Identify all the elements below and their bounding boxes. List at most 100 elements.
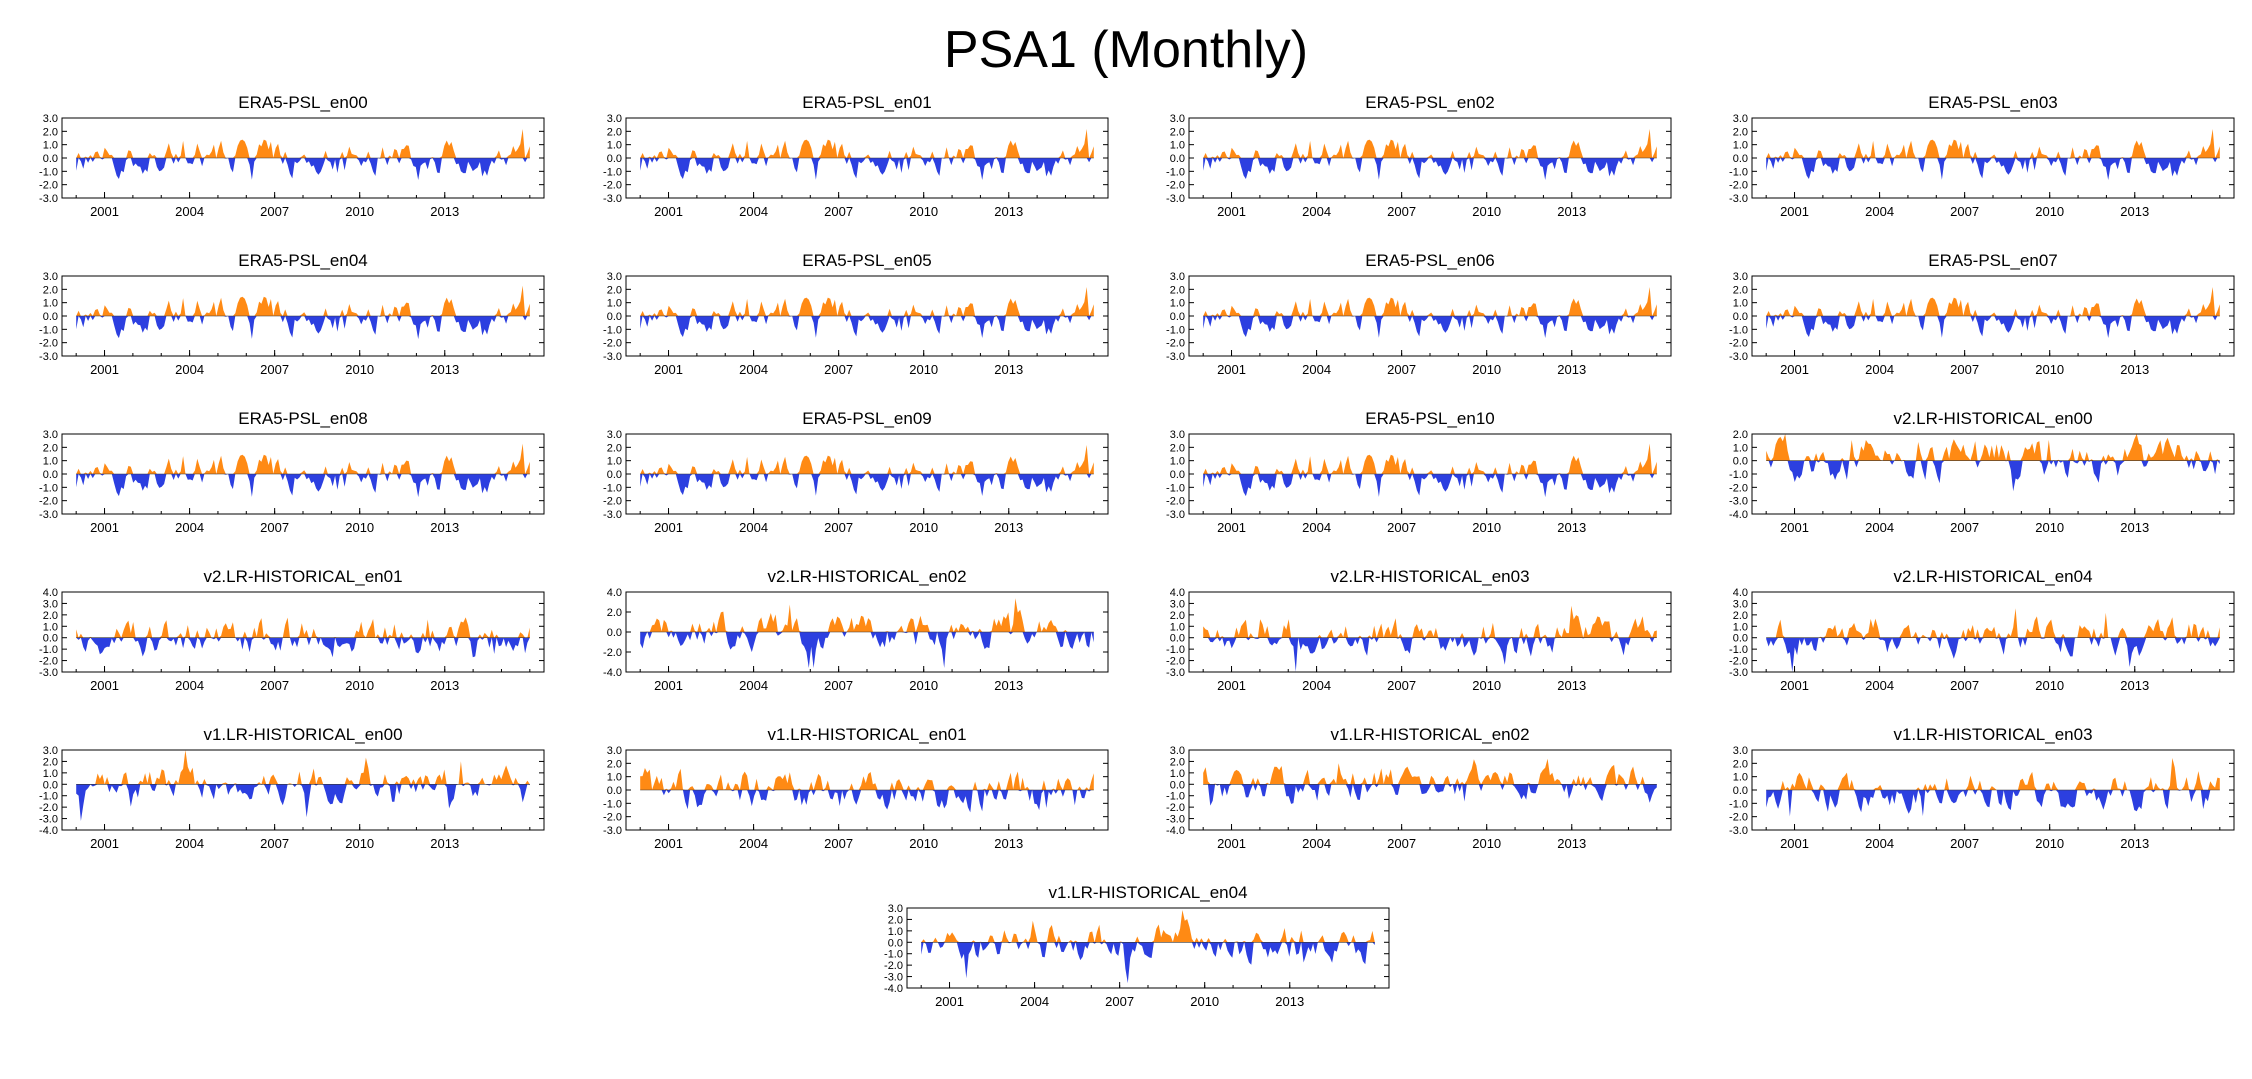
x-tick-label: 2013 — [994, 204, 1023, 219]
negative-area — [640, 158, 1094, 180]
panel-chart: ERA5-PSL_en02 3.02.0 1.00.0-1.0 -2.0-3.0 200… — [1166, 93, 1672, 219]
x-tick-label: 2010 — [2035, 520, 2064, 535]
y-tick-label: 3.0 — [1733, 598, 1748, 610]
panel-title: ERA5-PSL_en07 — [1928, 251, 2057, 270]
y-tick-label: 3.0 — [1170, 113, 1185, 125]
x-tick-label: 2013 — [1557, 362, 1586, 377]
x-tick-label: 2007 — [1387, 362, 1416, 377]
chart-panel: ERA5-PSL_en09 3.0 2.0 1.0 0.0 -1.0 -2.0 -3.0 200… — [576, 404, 1138, 554]
y-tick-label: 1.0 — [1733, 140, 1748, 152]
y-tick-label: 2.0 — [1170, 442, 1185, 454]
y-tick-label: 0.0 — [43, 469, 58, 481]
positive-area — [640, 287, 1094, 316]
chart-panel: ERA5-PSL_en02 3.0 2.0 1.0 0.0 -1.0 -2.0 -3.0 200… — [1139, 88, 1701, 238]
chart-panel: ERA5-PSL_en05 3.0 2.0 1.0 0.0 -1.0 -2.0 -3.0 200… — [576, 246, 1138, 396]
x-tick-label: 2001 — [654, 204, 683, 219]
x-tick-label: 2007 — [824, 836, 853, 851]
y-tick-label: -3.0 — [1729, 193, 1748, 205]
panel-title: ERA5-PSL_en01 — [802, 93, 931, 112]
y-tick-label: 0.0 — [43, 153, 58, 165]
y-tick-label: 1.0 — [1170, 456, 1185, 468]
y-tick-label: -3.0 — [39, 509, 58, 521]
y-tick-label: 1.0 — [888, 926, 903, 938]
y-tick-label: 3.0 — [1170, 271, 1185, 283]
panel-title: v1.LR-HISTORICAL_en02 — [1330, 725, 1529, 744]
x-tick-label: 2004 — [175, 362, 204, 377]
negative-area — [1203, 474, 1657, 498]
y-tick-label: 0.0 — [607, 311, 622, 323]
negative-area — [76, 158, 530, 180]
positive-area — [76, 443, 530, 474]
x-tick-label: 2007 — [824, 204, 853, 219]
y-tick-label: -2.0 — [603, 812, 622, 824]
chart-panel: v1.LR-HISTORICAL_en04 3.0 2.0 1.0 0.0 -1.0 -2.… — [857, 878, 1419, 1028]
x-tick-label: 2010 — [909, 362, 938, 377]
y-tick-label: -2.0 — [39, 802, 58, 814]
panel-chart: v2.LR-HISTORICAL_en01 4.03.02.01.00.0-1.0… — [39, 567, 545, 693]
y-tick-label: -3.0 — [1729, 825, 1748, 837]
panel-title: ERA5-PSL_en05 — [802, 251, 931, 270]
y-tick-label: 0.0 — [1733, 633, 1748, 645]
y-tick-label: -1.0 — [1166, 482, 1185, 494]
y-tick-label: 3.0 — [1733, 745, 1748, 757]
y-tick-label: -3.0 — [39, 667, 58, 679]
chart-panel: v2.LR-HISTORICAL_en00 2.0 1.0 0.0 -1.0 -2.0 -3… — [1702, 404, 2252, 554]
positive-area — [76, 750, 530, 785]
y-tick-label: -2.0 — [603, 338, 622, 350]
positive-area — [640, 445, 1094, 474]
panel-title: v1.LR-HISTORICAL_en04 — [1048, 883, 1247, 902]
y-tick-label: -2.0 — [603, 180, 622, 192]
x-tick-label: 2007 — [1387, 520, 1416, 535]
chart-panel: v2.LR-HISTORICAL_en04 4.0 3.0 2.0 1.0 0.0 -1.0… — [1702, 562, 2252, 712]
x-tick-label: 2001 — [1217, 520, 1246, 535]
y-tick-label: -3.0 — [39, 193, 58, 205]
y-tick-label: -1.0 — [1729, 324, 1748, 336]
x-tick-label: 2010 — [1472, 362, 1501, 377]
y-tick-label: -2.0 — [1729, 338, 1748, 350]
y-tick-label: 1.0 — [1733, 621, 1748, 633]
panel-chart: ERA5-PSL_en00 3.02.0 1.00.0-1.0 -2.0-3.0 200… — [39, 93, 545, 219]
negative-area — [1203, 637, 1657, 672]
y-tick-label: 2.0 — [607, 758, 622, 770]
x-tick-label: 2004 — [739, 836, 768, 851]
y-tick-label: 0.0 — [1170, 469, 1185, 481]
negative-area — [1203, 784, 1657, 806]
negative-area — [76, 474, 530, 498]
x-tick-label: 2004 — [1302, 836, 1331, 851]
y-tick-label: 2.0 — [1170, 126, 1185, 138]
y-tick-label: -4.0 — [39, 825, 58, 837]
y-tick-label: 0.0 — [43, 779, 58, 791]
x-tick-label: 2013 — [1557, 520, 1586, 535]
y-tick-label: 0.0 — [1733, 153, 1748, 165]
y-tick-label: 2.0 — [607, 284, 622, 296]
y-tick-label: -3.0 — [1166, 667, 1185, 679]
x-tick-label: 2007 — [260, 836, 289, 851]
x-tick-label: 2013 — [994, 678, 1023, 693]
positive-area — [1203, 443, 1657, 474]
panel-title: ERA5-PSL_en03 — [1928, 93, 2057, 112]
y-tick-label: -4.0 — [1729, 509, 1748, 521]
y-tick-label: -4.0 — [603, 667, 622, 679]
x-tick-label: 2010 — [909, 678, 938, 693]
y-tick-label: 2.0 — [1170, 610, 1185, 622]
x-tick-label: 2010 — [909, 204, 938, 219]
y-tick-label: -1.0 — [1729, 166, 1748, 178]
y-tick-label: 3.0 — [43, 429, 58, 441]
y-tick-label: -2.0 — [1166, 180, 1185, 192]
y-tick-label: -1.0 — [1166, 644, 1185, 656]
x-tick-label: 2010 — [345, 362, 374, 377]
panel-chart: v1.LR-HISTORICAL_en01 3.02.0 1.00.0-1.0 -2.… — [603, 725, 1109, 851]
x-tick-label: 2007 — [1950, 836, 1979, 851]
y-tick-label: 0.0 — [607, 153, 622, 165]
x-tick-label: 2010 — [345, 836, 374, 851]
panel-title: v2.LR-HISTORICAL_en04 — [1893, 567, 2092, 586]
y-tick-label: -1.0 — [603, 482, 622, 494]
y-tick-label: 0.0 — [607, 785, 622, 797]
y-tick-label: 3.0 — [43, 598, 58, 610]
x-tick-label: 2001 — [654, 678, 683, 693]
positive-area — [640, 768, 1094, 790]
negative-area — [640, 632, 1094, 668]
y-tick-label: 3.0 — [43, 271, 58, 283]
y-tick-label: 3.0 — [607, 745, 622, 757]
x-tick-label: 2013 — [1557, 678, 1586, 693]
